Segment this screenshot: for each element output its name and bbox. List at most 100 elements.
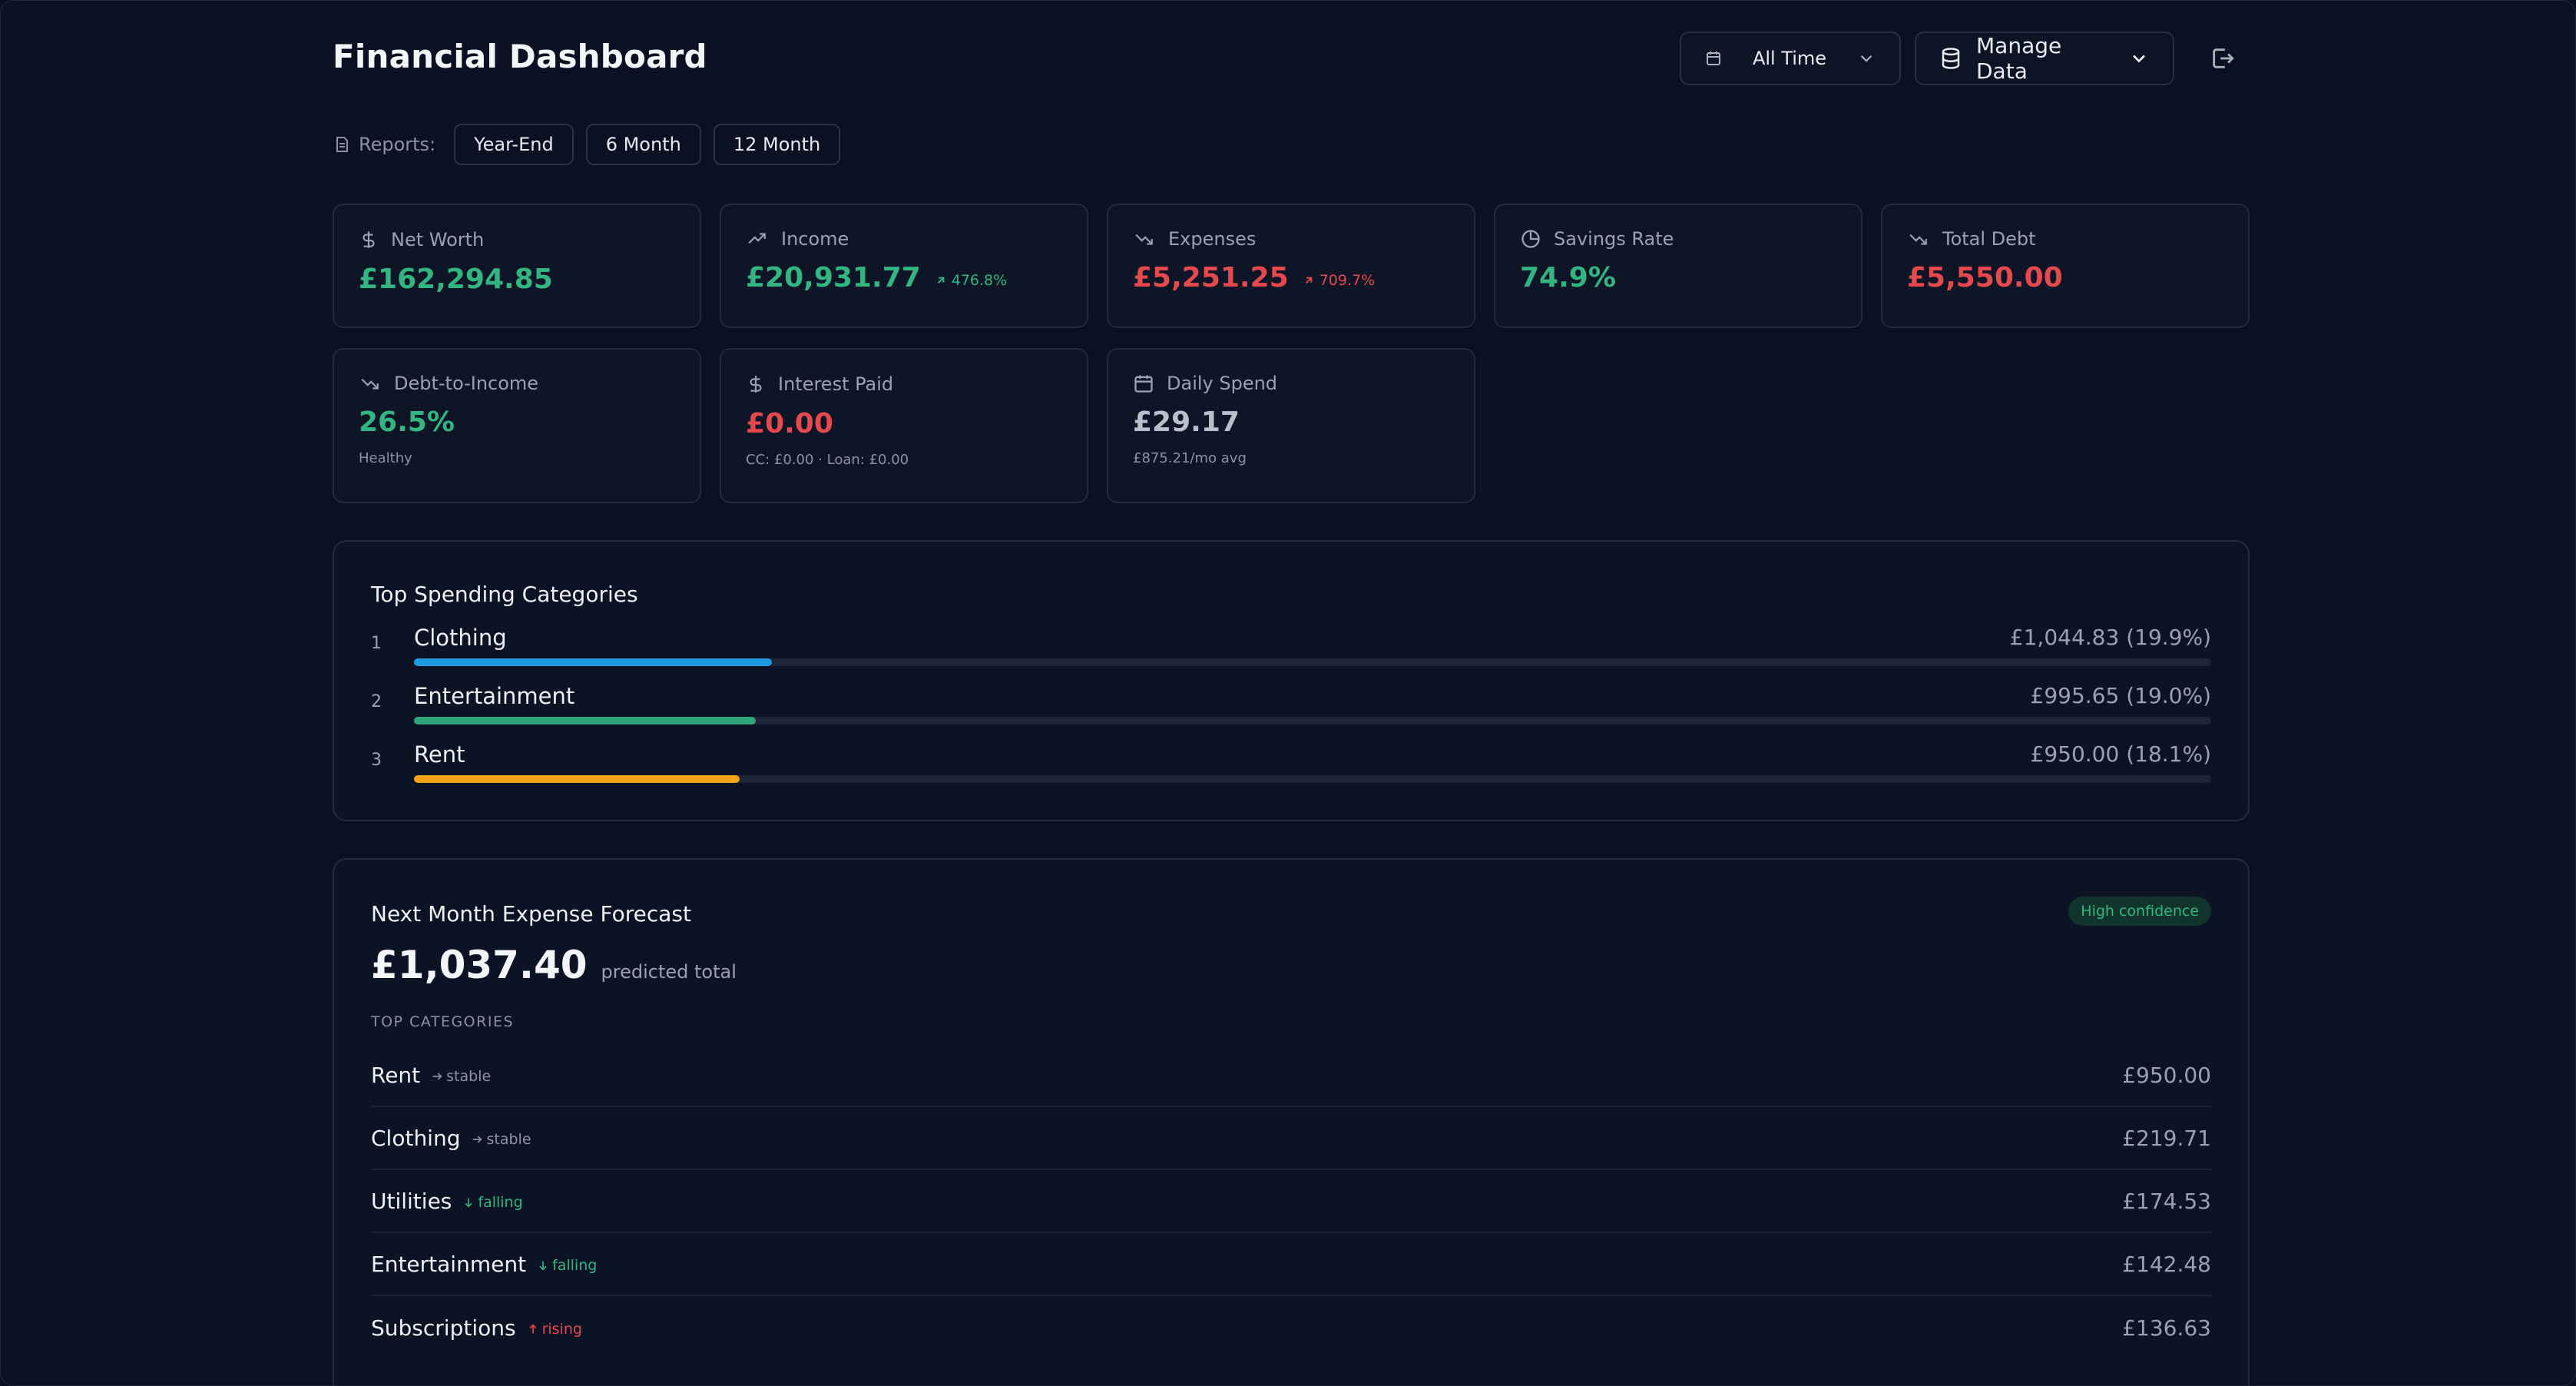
category-bar-track	[414, 717, 2211, 724]
stat-value: £29.17	[1133, 406, 1240, 438]
forecast-total-label: predicted total	[601, 961, 737, 983]
forecast-category-name: Clothing	[371, 1125, 461, 1151]
top-spending-panel: Top Spending Categories 1 Clothing £1,04…	[333, 540, 2250, 821]
logout-icon	[2210, 45, 2236, 71]
category-name: Clothing	[414, 625, 507, 651]
category-bar-track	[414, 775, 2211, 783]
report-6-month-button[interactable]: 6 Month	[585, 124, 701, 165]
spending-category-row: 2 Entertainment £995.65 (19.0%)	[371, 683, 2211, 741]
trend-rising: rising	[527, 1321, 582, 1338]
trend-label: stable	[446, 1067, 492, 1085]
arrow-up-icon	[527, 1323, 539, 1335]
stat-label: Debt-to-Income	[394, 373, 539, 394]
stat-card-net-worth: Net Worth £162,294.85	[333, 204, 701, 328]
stat-subtext: £875.21/mo avg	[1133, 450, 1247, 466]
stat-value: £5,550.00	[1907, 262, 2063, 293]
forecast-amount: £136.63	[2122, 1315, 2211, 1341]
stat-label: Total Debt	[1942, 228, 2036, 250]
manage-data-button[interactable]: Manage Data	[1915, 32, 2174, 85]
category-bar-fill	[414, 658, 772, 666]
stat-label: Daily Spend	[1167, 373, 1278, 394]
forecast-amount: £950.00	[2122, 1062, 2211, 1088]
trending-up-icon	[746, 229, 769, 249]
database-icon	[1939, 47, 1962, 70]
dollar-icon	[746, 373, 766, 396]
dollar-icon	[359, 228, 379, 251]
arrow-down-icon	[462, 1196, 475, 1209]
calendar-icon	[1704, 49, 1723, 68]
dashboard-container: Financial Dashboard All Time Manage Data	[333, 1, 2250, 1385]
reports-bar: Reports: Year-End 6 Month 12 Month	[333, 124, 841, 165]
stat-change: 709.7%	[1303, 272, 1375, 289]
category-bar-fill	[414, 717, 756, 724]
stat-card-debt-to-income: Debt-to-Income 26.5% Healthy	[333, 348, 701, 503]
document-icon	[333, 134, 351, 154]
reports-label: Reports:	[333, 134, 435, 155]
stat-card-income: Income £20,931.77 476.8%	[720, 204, 1088, 328]
time-filter-dropdown[interactable]: All Time	[1680, 32, 1901, 85]
category-rank: 3	[371, 751, 382, 770]
stat-change-value: 476.8%	[951, 272, 1008, 289]
category-bar-fill	[414, 775, 740, 783]
stat-card-interest-paid: Interest Paid £0.00 CC: £0.00 · Loan: £0…	[720, 348, 1088, 503]
category-name: Entertainment	[414, 683, 575, 709]
logout-button[interactable]	[2196, 32, 2250, 85]
page-title: Financial Dashboard	[333, 38, 707, 75]
stat-label: Interest Paid	[778, 373, 894, 395]
category-amount: £995.65 (19.0%)	[2030, 683, 2211, 708]
arrow-up-right-icon	[1303, 274, 1315, 287]
stat-value: £5,251.25	[1133, 262, 1289, 293]
trending-down-icon	[1907, 229, 1930, 249]
trend-label: falling	[552, 1256, 598, 1274]
forecast-amount: £219.71	[2122, 1125, 2211, 1151]
trend-label: stable	[486, 1130, 531, 1148]
trend-label: falling	[478, 1193, 523, 1211]
stat-value: £162,294.85	[359, 264, 553, 295]
stat-card-expenses: Expenses £5,251.25 709.7%	[1107, 204, 1475, 328]
forecast-amount: £174.53	[2122, 1188, 2211, 1214]
forecast-total: £1,037.40 predicted total	[371, 943, 737, 987]
trending-down-icon	[1133, 229, 1156, 249]
stat-label: Net Worth	[391, 229, 485, 250]
forecast-panel: Next Month Expense Forecast High confide…	[333, 858, 2250, 1385]
stat-subtext: Healthy	[359, 450, 412, 466]
confidence-badge: High confidence	[2068, 897, 2211, 926]
stat-card-savings-rate: Savings Rate 74.9%	[1494, 204, 1862, 328]
forecast-title: Next Month Expense Forecast	[371, 901, 691, 927]
stat-value: £0.00	[746, 408, 833, 439]
trend-label: rising	[541, 1320, 582, 1338]
stat-label: Savings Rate	[1554, 228, 1674, 250]
stat-card-total-debt: Total Debt £5,550.00	[1881, 204, 2250, 328]
arrow-down-icon	[537, 1259, 549, 1272]
stat-change: 476.8%	[935, 272, 1007, 289]
stat-label: Expenses	[1168, 228, 1257, 250]
stat-card-daily-spend: Daily Spend £29.17 £875.21/mo avg	[1107, 348, 1475, 503]
stat-label: Income	[781, 228, 849, 250]
time-filter-value: All Time	[1752, 48, 1827, 69]
forecast-row: Utilities falling £174.53	[371, 1170, 2211, 1233]
forecast-row: Rent stable £950.00	[371, 1044, 2211, 1107]
category-rank: 2	[371, 692, 382, 711]
top-spending-title: Top Spending Categories	[371, 582, 638, 607]
forecast-row: Entertainment falling £142.48	[371, 1233, 2211, 1296]
category-name: Rent	[414, 741, 465, 768]
forecast-row: Subscriptions rising £136.63	[371, 1296, 2211, 1359]
forecast-category-name: Entertainment	[371, 1251, 527, 1277]
category-bar-track	[414, 658, 2211, 666]
reports-label-text: Reports:	[359, 134, 436, 155]
forecast-category-name: Utilities	[371, 1188, 452, 1214]
chevron-down-icon	[2128, 48, 2150, 69]
report-year-end-button[interactable]: Year-End	[454, 124, 574, 165]
header-actions: All Time Manage Data	[1680, 32, 2250, 85]
header: Financial Dashboard All Time Manage Data	[333, 1, 2250, 116]
stat-subtext: CC: £0.00 · Loan: £0.00	[746, 452, 909, 468]
top-categories-label: TOP CATEGORIES	[371, 1013, 515, 1030]
pie-chart-icon	[1520, 228, 1541, 250]
forecast-category-name: Rent	[371, 1062, 421, 1088]
report-12-month-button[interactable]: 12 Month	[713, 124, 841, 165]
arrow-up-right-icon	[935, 274, 947, 287]
category-amount: £950.00 (18.1%)	[2030, 741, 2211, 767]
trend-stable: stable	[471, 1131, 531, 1148]
manage-data-label: Manage Data	[1976, 33, 2062, 84]
